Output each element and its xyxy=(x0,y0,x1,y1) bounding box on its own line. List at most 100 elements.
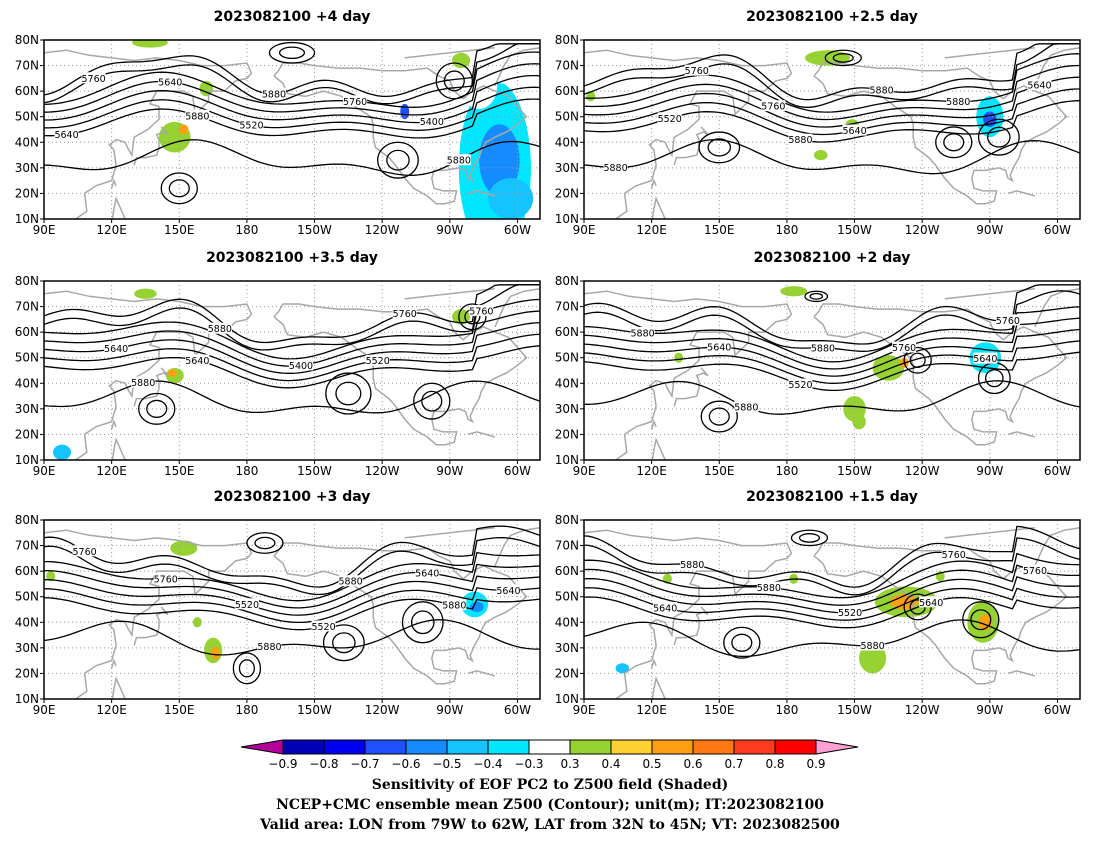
sensitivity-shade xyxy=(53,444,72,460)
z500-contour xyxy=(238,659,255,678)
lon-tick-label: 150E xyxy=(704,464,735,478)
lon-tick-label: 180 xyxy=(235,223,258,237)
panel-title: 2023082100 +3.5 day xyxy=(206,250,378,266)
z500-contour xyxy=(731,633,753,652)
contour-label: 5880 xyxy=(680,560,704,571)
z500-contour xyxy=(138,392,176,425)
contour-label-bg xyxy=(415,566,440,578)
contour-label-bg xyxy=(153,572,178,584)
coastline xyxy=(111,437,126,460)
z500-contour xyxy=(44,380,540,414)
lon-tick-label: 150W xyxy=(837,464,872,478)
contour-label: 5640 xyxy=(54,130,78,141)
z500-contour xyxy=(160,172,198,205)
coastline xyxy=(404,287,495,300)
coastline xyxy=(673,367,709,407)
sensitivity-shade xyxy=(168,369,178,377)
colorbar-swatch xyxy=(446,739,489,755)
z500-contour xyxy=(44,43,540,98)
contour-label-bg xyxy=(653,601,678,613)
contour-label-bg xyxy=(657,112,682,124)
coastline xyxy=(110,658,117,669)
z500-contour xyxy=(332,632,356,654)
coastline xyxy=(133,606,169,646)
coastline xyxy=(944,526,1035,539)
z500-contour xyxy=(44,537,540,596)
lon-tick-label: 180 xyxy=(775,703,798,717)
z500-contour xyxy=(584,564,1080,606)
sensitivity-shade xyxy=(134,288,157,299)
contour-label-bg xyxy=(442,599,467,611)
map-frame xyxy=(583,519,1081,700)
panel-title: 2023082100 +3 day xyxy=(214,489,371,505)
lat-tick-label: 50N xyxy=(15,351,39,365)
contour-label: 5880 xyxy=(860,641,884,652)
lon-tick-label: 90W xyxy=(436,464,463,478)
contour-label-bg xyxy=(995,314,1020,326)
coastline xyxy=(44,49,253,219)
colorbar-swatch xyxy=(487,739,530,755)
sensitivity-shade xyxy=(409,576,423,592)
lon-tick-label: 90W xyxy=(976,703,1003,717)
map-area: 5640 5640 5520 5760 5880 5760 5880 5880 xyxy=(584,520,1080,699)
lon-tick-label: 90E xyxy=(33,703,56,717)
z500-contour xyxy=(798,533,821,543)
lon-tick-label: 120W xyxy=(905,223,940,237)
map-frame xyxy=(43,39,541,220)
map-area: 5640 5520 5400 5640 5760 5760 5880 5880 5880 xyxy=(44,40,540,219)
lat-tick-label: 50N xyxy=(555,351,579,365)
z500-contour xyxy=(421,390,443,412)
coastline xyxy=(273,62,528,205)
lat-tick-label: 10N xyxy=(15,453,39,467)
lat-tick-label: 70N xyxy=(15,300,39,314)
z500-contour xyxy=(962,601,1000,639)
z500-contour xyxy=(584,537,1080,596)
z500-contour xyxy=(584,619,1080,658)
colorbar-swatch xyxy=(651,739,694,755)
lon-tick-label: 120E xyxy=(96,223,127,237)
colorbar-tick-label: 0.6 xyxy=(683,757,702,771)
z500-contour xyxy=(824,49,862,67)
contour-label-bg xyxy=(496,584,521,596)
colorbar-swatch xyxy=(774,739,817,755)
contour-label: 5640 xyxy=(158,77,182,88)
contour-label-bg xyxy=(289,359,314,371)
sensitivity-shade xyxy=(170,540,198,556)
sensitivity-shade xyxy=(192,617,202,628)
z500-contour xyxy=(335,381,362,406)
contour-label: 5760 xyxy=(469,306,493,317)
lat-tick-label: 80N xyxy=(555,274,579,288)
contour-label: 5640 xyxy=(973,354,997,365)
contour-label-bg xyxy=(392,307,417,319)
z500-contour xyxy=(584,43,1080,101)
z500-contour xyxy=(458,303,487,331)
coastline xyxy=(404,46,495,59)
sensitivity-shade xyxy=(488,178,534,219)
lat-tick-label: 20N xyxy=(555,427,579,441)
coastline xyxy=(813,542,1068,685)
z500-contour xyxy=(44,43,540,105)
lat-tick-label: 30N xyxy=(15,402,39,416)
z500-contour xyxy=(584,53,1080,113)
lat-tick-label: 60N xyxy=(15,84,39,98)
contour-label-bg xyxy=(72,545,97,557)
contour-label-bg xyxy=(343,95,368,107)
contour-label: 5760 xyxy=(892,343,916,354)
panel-title: 2023082100 +2 day xyxy=(754,250,911,266)
sensitivity-shade xyxy=(834,63,875,89)
sensitivity-shade xyxy=(400,103,410,120)
z500-contour xyxy=(584,380,1080,415)
contour-label: 5760 xyxy=(996,316,1020,327)
coastline xyxy=(813,62,1068,205)
coastline xyxy=(673,126,709,166)
z500-contour xyxy=(584,306,1080,363)
map-frame xyxy=(43,280,541,461)
coastline xyxy=(651,676,666,699)
lat-tick-label: 80N xyxy=(15,33,39,47)
sensitivity-shade xyxy=(519,339,529,361)
z500-contour xyxy=(386,149,410,171)
contour-label: 5760 xyxy=(761,102,785,113)
z500-contour xyxy=(584,525,1080,588)
